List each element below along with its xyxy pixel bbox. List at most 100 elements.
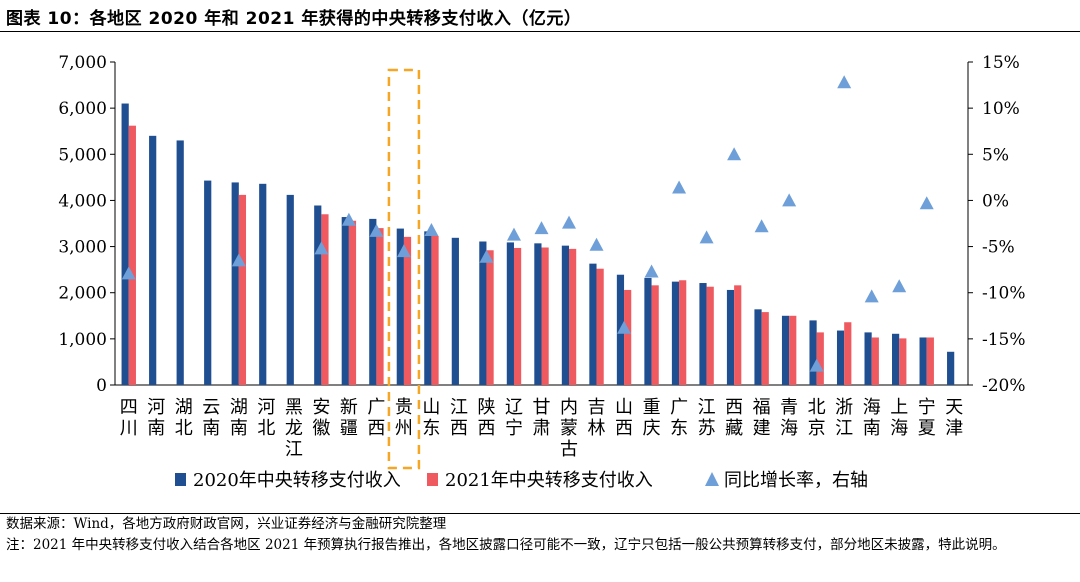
x-tick-label: 青海: [780, 397, 798, 439]
bar-2020: [396, 228, 404, 385]
x-tick-label: 西藏: [725, 397, 743, 439]
right-tick-label: -20%: [982, 376, 1026, 396]
bar-2020: [699, 283, 707, 385]
growth-marker: [864, 289, 879, 303]
x-tick-label: 贵州: [395, 397, 413, 439]
left-tick-label: 6,000: [58, 99, 107, 119]
bar-2021: [513, 247, 522, 385]
x-tick-label: 北京: [808, 397, 826, 439]
x-tick-label: 内蒙古: [560, 397, 578, 460]
bar-2020: [726, 289, 735, 385]
bar-2020: [506, 242, 514, 385]
bar-2021: [651, 285, 659, 385]
bar-2021: [734, 285, 742, 385]
growth-marker: [892, 279, 907, 293]
bar-2020: [947, 351, 955, 385]
legend-swatch: [175, 473, 186, 486]
bar-2020: [919, 337, 927, 385]
bar-2021: [761, 312, 769, 385]
bar-2020: [864, 332, 872, 385]
bar-2021: [679, 280, 687, 385]
x-tick-label: 四川: [120, 397, 138, 439]
bar-2020: [314, 205, 322, 385]
bar-2021: [128, 125, 136, 386]
bar-2020: [754, 309, 762, 385]
bar-2020: [534, 243, 542, 385]
x-tick-label: 福建: [753, 397, 771, 439]
bar-2021: [569, 248, 577, 385]
right-tick-label: -5%: [982, 238, 1015, 258]
growth-marker: [727, 147, 742, 161]
growth-marker: [672, 180, 687, 194]
growth-marker: [699, 230, 714, 244]
left-tick-label: 1,000: [58, 330, 107, 350]
x-tick-label: 陕西: [477, 397, 495, 439]
bar-2020: [589, 263, 597, 385]
bar-2020: [121, 103, 129, 386]
bar-2021: [899, 338, 907, 385]
bar-2020: [781, 315, 790, 385]
x-tick-label: 湖北: [175, 397, 193, 439]
bar-2020: [369, 218, 377, 385]
growth-marker: [617, 320, 632, 334]
bar-2020: [479, 241, 487, 385]
growth-marker: [644, 264, 659, 278]
growth-marker: [396, 244, 411, 258]
growth-marker: [809, 358, 824, 372]
bar-2020: [176, 140, 184, 385]
x-tick-label: 山西: [615, 397, 633, 439]
x-axis-labels: 四川河南湖北云南湖南河北黑龙江安徽新疆广西贵州山东江西陕西辽宁甘肃内蒙古吉林山西…: [120, 397, 963, 460]
bar-2021: [238, 194, 247, 385]
growth-marker: [782, 193, 797, 207]
x-tick-label: 吉林: [588, 397, 606, 439]
legend-label: 2020年中央转移支付收入: [193, 470, 401, 491]
x-tick-label: 河南: [147, 397, 165, 439]
growth-marker: [919, 196, 934, 210]
legend-label: 同比增长率，右轴: [724, 470, 868, 491]
right-axis: -20% -15% -10% -5% 0% 5% 10% 15%: [967, 53, 1026, 396]
growth-markers-group: [121, 75, 934, 372]
bar-2021: [926, 337, 934, 385]
title-rule: [0, 31, 1080, 32]
x-tick-label: 江苏: [698, 397, 716, 439]
growth-marker: [837, 75, 852, 89]
left-axis: 0 1,000 2,000 3,000 4,000 5,000 6,000 7,000: [58, 53, 968, 396]
x-tick-label: 新疆: [340, 397, 358, 439]
x-tick-label: 云南: [202, 397, 220, 439]
left-tick-label: 4,000: [58, 191, 107, 211]
footer-rule: [0, 513, 1080, 514]
growth-marker: [231, 253, 246, 267]
left-tick-label: 0: [96, 376, 107, 396]
bar-2021: [706, 286, 714, 385]
bar-2020: [286, 194, 294, 385]
x-tick-label: 广西: [367, 397, 385, 439]
bar-2021: [486, 250, 494, 385]
chart-title: 图表 10：各地区 2020 年和 2021 年获得的中央转移支付收入（亿元）: [6, 9, 582, 29]
bar-2021: [844, 322, 852, 385]
bar-2021: [541, 247, 549, 385]
left-tick-label: 2,000: [58, 284, 107, 304]
bars-group: [121, 103, 955, 386]
x-tick-label: 山东: [422, 397, 440, 439]
highlight-group: [387, 68, 421, 470]
bar-2020: [231, 182, 239, 385]
x-tick-label: 黑龙江: [285, 397, 303, 460]
x-tick-label: 上海: [890, 397, 908, 439]
bar-2020: [671, 281, 680, 385]
source-note: 数据来源：Wind，各地方政府财政官网，兴业证券经济与金融研究院整理: [6, 516, 447, 532]
footnote: 注：2021 年中央转移支付收入结合各地区 2021 年预算执行报告推出，各地区…: [6, 537, 1006, 553]
left-tick-label: 3,000: [58, 238, 107, 258]
highlight-box: [387, 68, 421, 470]
bar-2021: [431, 235, 439, 385]
growth-marker: [479, 249, 494, 263]
bar-2020: [259, 183, 267, 385]
x-tick-label: 海南: [863, 397, 881, 439]
growth-marker: [341, 212, 356, 226]
growth-marker: [424, 222, 439, 236]
growth-marker: [562, 215, 577, 229]
x-tick-label: 辽宁: [505, 397, 523, 439]
x-tick-label: 安徽: [312, 397, 330, 439]
chart: 0 1,000 2,000 3,000 4,000 5,000 6,000 7,000 -20…: [58, 53, 1026, 491]
bar-2021: [348, 220, 357, 385]
right-tick-label: 0%: [982, 191, 1009, 211]
